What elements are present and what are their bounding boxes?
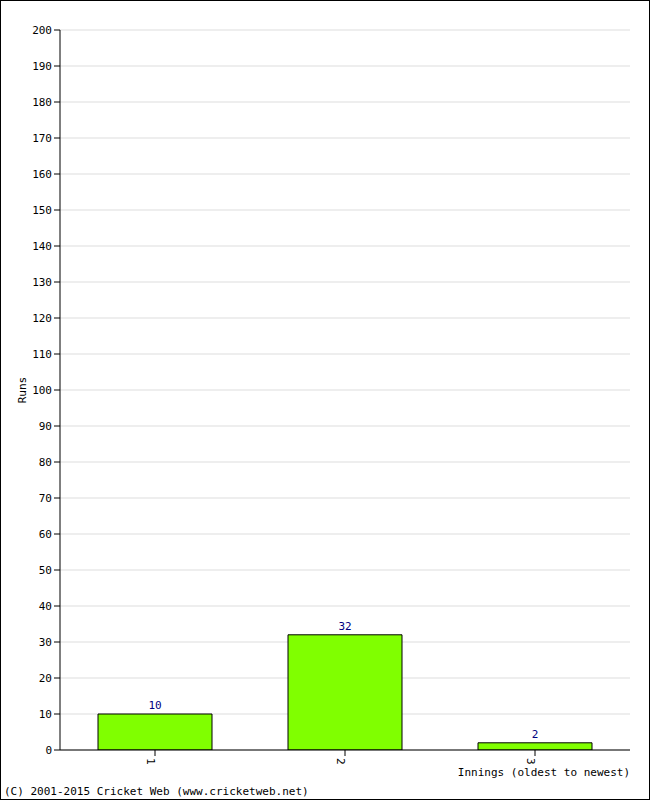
svg-text:60: 60 — [39, 528, 52, 541]
svg-text:1: 1 — [144, 758, 157, 765]
svg-text:30: 30 — [39, 636, 52, 649]
svg-text:2: 2 — [532, 728, 539, 741]
svg-text:20: 20 — [39, 672, 52, 685]
svg-text:150: 150 — [32, 204, 52, 217]
svg-text:80: 80 — [39, 456, 52, 469]
svg-text:130: 130 — [32, 276, 52, 289]
svg-text:160: 160 — [32, 168, 52, 181]
svg-text:200: 200 — [32, 24, 52, 37]
svg-text:10: 10 — [148, 699, 161, 712]
svg-text:2: 2 — [334, 758, 347, 765]
svg-text:70: 70 — [39, 492, 52, 505]
svg-text:120: 120 — [32, 312, 52, 325]
svg-text:Runs: Runs — [16, 377, 29, 404]
svg-text:140: 140 — [32, 240, 52, 253]
svg-text:90: 90 — [39, 420, 52, 433]
html-text:(C) 2001-2015 Cricket Web (www: (C) 2001-2015 Cricket Web (www.cricketwe… — [4, 785, 309, 798]
svg-text:10: 10 — [39, 708, 52, 721]
svg-text:100: 100 — [32, 384, 52, 397]
svg-text:40: 40 — [39, 600, 52, 613]
html-text:Innings (oldest to newest): Innings (oldest to newest) — [457, 766, 630, 779]
svg-text:32: 32 — [338, 620, 351, 633]
svg-text:0: 0 — [45, 744, 52, 757]
svg-text:170: 170 — [32, 132, 52, 145]
svg-text:190: 190 — [32, 60, 52, 73]
svg-text:3: 3 — [524, 758, 537, 765]
svg-text:180: 180 — [32, 96, 52, 109]
svg-text:50: 50 — [39, 564, 52, 577]
svg-text:110: 110 — [32, 348, 52, 361]
